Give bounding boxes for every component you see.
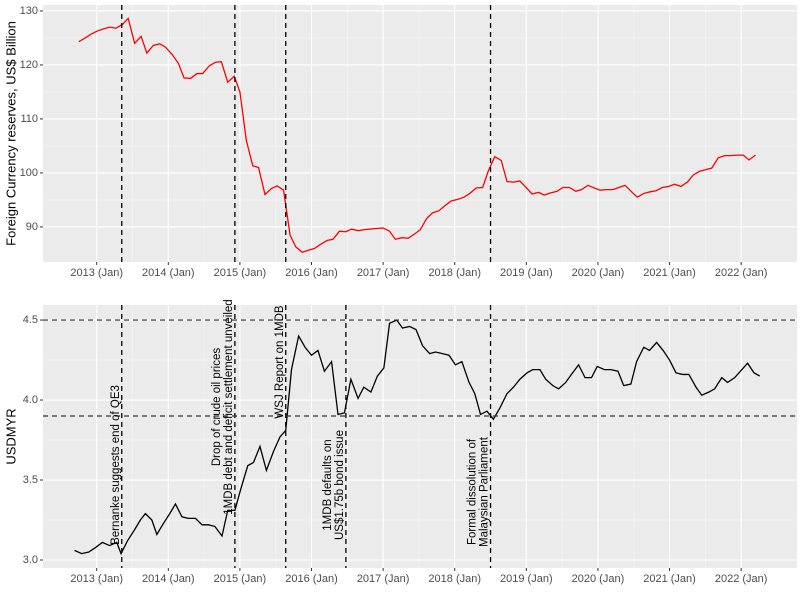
line	[78, 17, 756, 254]
y-tick-label: 100	[20, 167, 38, 179]
y-tick-label: 3.0	[23, 554, 38, 566]
annotation: US$1.75b bond issue	[334, 430, 346, 540]
annotation: 1MDB debt and deficit settlement unveile…	[223, 299, 235, 514]
y-tick-label: 110	[20, 113, 38, 125]
annotation: 1MDB defaults on	[322, 439, 334, 530]
x-tick-label: 2022 (Jan)	[715, 573, 768, 585]
x-tick-label: 2015 (Jan)	[214, 573, 267, 585]
line	[74, 319, 761, 556]
x-tick-label: 2017 (Jan)	[357, 267, 410, 279]
x-tick-label: 2013 (Jan)	[70, 573, 123, 585]
x-tick-label: 2019 (Jan)	[500, 573, 553, 585]
x-tick-label: 2018 (Jan)	[428, 573, 481, 585]
x-tick-label: 2013 (Jan)	[70, 267, 123, 279]
x-tick-label: 2015 (Jan)	[214, 267, 267, 279]
y-tick-label: 120	[20, 59, 38, 71]
y-tick-label: 4.5	[23, 314, 38, 326]
y-tick-label: 4.0	[23, 394, 38, 406]
annotation: Malaysian Parliament	[479, 436, 491, 547]
y-tick-label: 3.5	[23, 474, 38, 486]
x-tick-label: 2014 (Jan)	[142, 573, 195, 585]
x-tick-label: 2014 (Jan)	[142, 267, 195, 279]
annotation: Bernanke suggests end of QE3	[110, 385, 122, 545]
annotation: Formal dissolution of	[467, 438, 479, 545]
panel-background	[43, 305, 797, 568]
y-tick-label: 130	[20, 5, 38, 17]
y-tick-label: 90	[26, 221, 38, 233]
x-tick-label: 2016 (Jan)	[285, 267, 338, 279]
x-tick-label: 2021 (Jan)	[643, 267, 696, 279]
annotation: Drop of crude oil prices	[211, 348, 223, 466]
x-tick-label: 2018 (Jan)	[428, 267, 481, 279]
x-tick-label: 2020 (Jan)	[572, 267, 625, 279]
y-axis-title: Foreign Currency reserves, US$ Billion	[3, 21, 18, 246]
y-axis-title: USDMYR	[3, 408, 18, 464]
x-tick-label: 2022 (Jan)	[715, 267, 768, 279]
x-tick-label: 2019 (Jan)	[500, 267, 553, 279]
panel-background	[43, 5, 797, 262]
x-tick-label: 2020 (Jan)	[572, 573, 625, 585]
x-tick-label: 2016 (Jan)	[285, 573, 338, 585]
x-tick-label: 2017 (Jan)	[357, 573, 410, 585]
annotation: WSJ Report on 1MDB	[274, 305, 286, 418]
x-tick-label: 2021 (Jan)	[643, 573, 696, 585]
